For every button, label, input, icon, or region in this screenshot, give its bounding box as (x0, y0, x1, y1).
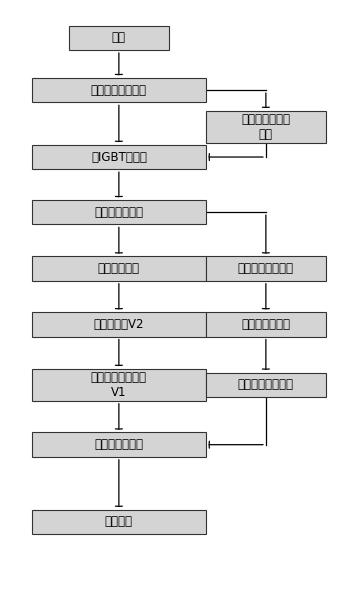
FancyBboxPatch shape (32, 312, 206, 337)
Text: 关断小容量开关: 关断小容量开关 (242, 318, 290, 331)
FancyBboxPatch shape (32, 369, 206, 401)
Text: 系统主电路导通: 系统主电路导通 (94, 206, 143, 219)
Text: 交流侧接触器吸合: 交流侧接触器吸合 (238, 378, 294, 391)
Text: 给控制部分供电: 给控制部分供电 (94, 438, 143, 451)
FancyBboxPatch shape (32, 200, 206, 224)
Text: 开始: 开始 (112, 31, 126, 44)
FancyBboxPatch shape (206, 312, 326, 337)
FancyBboxPatch shape (32, 78, 206, 103)
Text: 完成启动: 完成启动 (105, 515, 133, 528)
FancyBboxPatch shape (206, 372, 326, 397)
FancyBboxPatch shape (69, 25, 169, 50)
Text: 直流侧接触器吸合: 直流侧接触器吸合 (238, 262, 294, 275)
Text: 输出控制电V2: 输出控制电V2 (94, 318, 144, 331)
Text: 取代高位取能电源
V1: 取代高位取能电源 V1 (91, 371, 147, 399)
Text: 给IGBT发脉冲: 给IGBT发脉冲 (91, 151, 147, 164)
Text: 控制部分得电启动: 控制部分得电启动 (91, 84, 147, 97)
Text: 开关电源工作: 开关电源工作 (98, 262, 140, 275)
FancyBboxPatch shape (206, 256, 326, 281)
FancyBboxPatch shape (32, 256, 206, 281)
FancyBboxPatch shape (32, 145, 206, 169)
FancyBboxPatch shape (32, 432, 206, 457)
FancyBboxPatch shape (206, 111, 326, 143)
Text: 控制小容量开关
导通: 控制小容量开关 导通 (242, 113, 290, 141)
FancyBboxPatch shape (32, 510, 206, 534)
